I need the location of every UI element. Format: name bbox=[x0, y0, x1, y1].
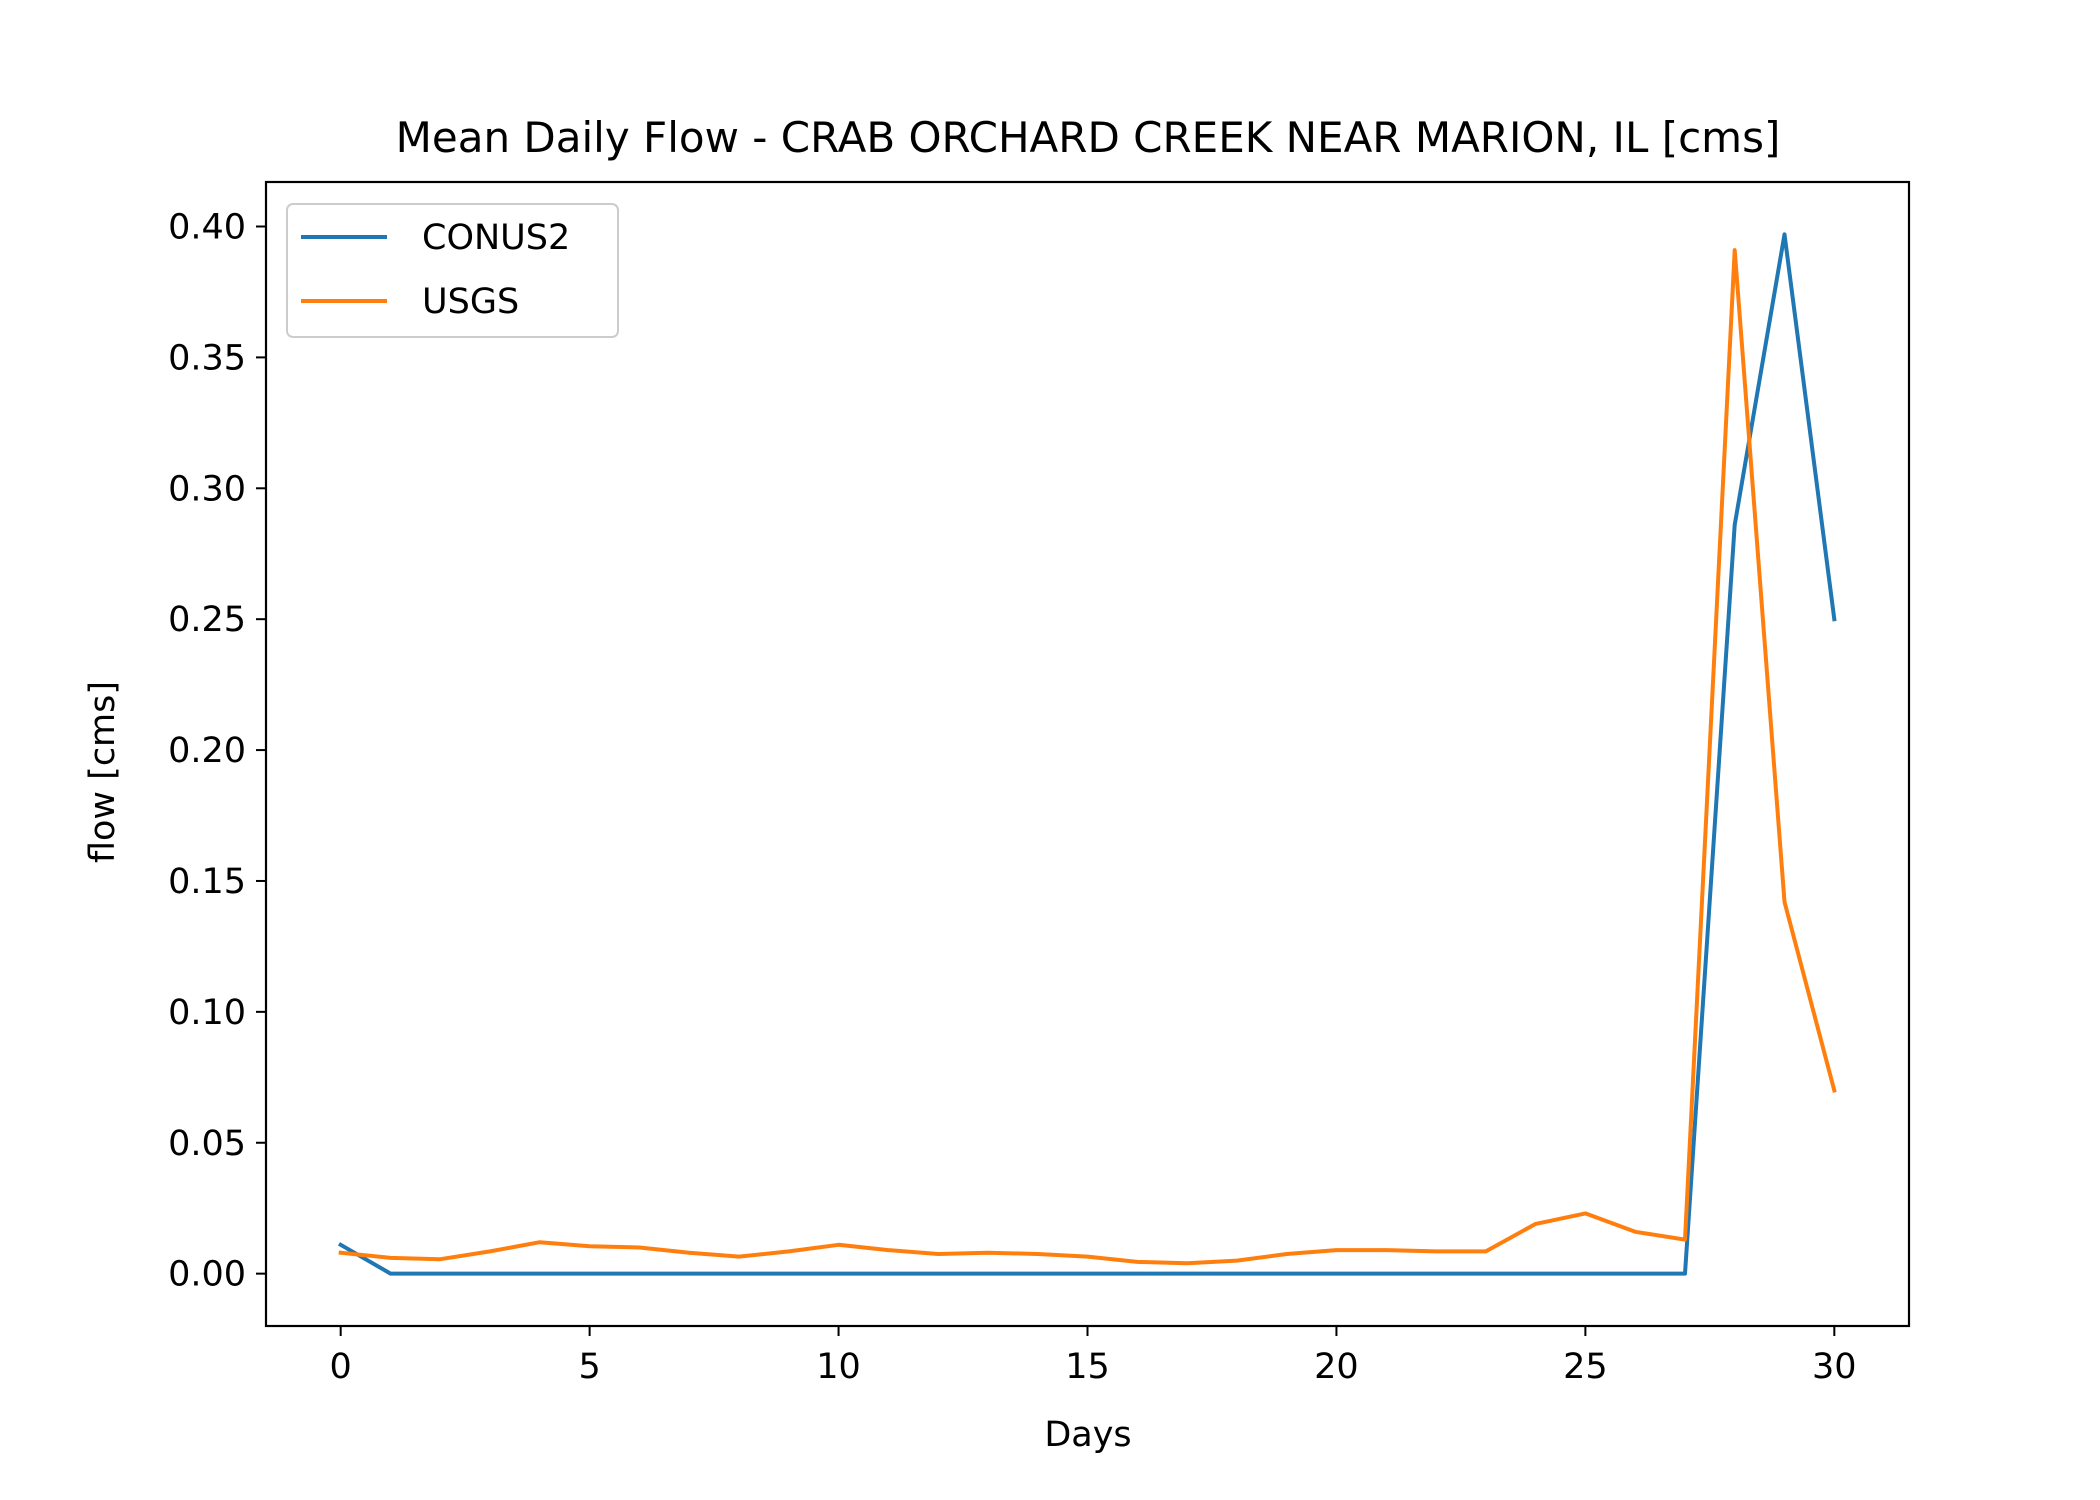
y-tick-label: 0.05 bbox=[168, 1124, 246, 1164]
x-tick-label: 30 bbox=[1812, 1347, 1857, 1387]
y-tick-label: 0.30 bbox=[168, 469, 246, 509]
legend-label: CONUS2 bbox=[422, 218, 570, 258]
y-tick-label: 0.40 bbox=[168, 208, 246, 248]
x-axis-label: Days bbox=[1044, 1415, 1131, 1455]
x-tick-label: 0 bbox=[330, 1347, 352, 1387]
x-tick-label: 10 bbox=[816, 1347, 861, 1387]
series-line-conus2 bbox=[337, 232, 1837, 1276]
y-tick-label: 0.10 bbox=[168, 993, 246, 1033]
y-tick-label: 0.20 bbox=[168, 731, 246, 771]
y-tick-label: 0.35 bbox=[168, 338, 246, 378]
plot-area: 0 5 10 15 20 25 30 0.00 0.05 0.10 0.15 0.20 0.25 0.30… bbox=[168, 180, 1911, 1387]
series-line-usgs bbox=[338, 248, 1837, 1266]
x-tick-label: 5 bbox=[578, 1347, 600, 1387]
x-tick-label: 20 bbox=[1314, 1347, 1359, 1387]
chart-title: Mean Daily Flow - CRAB ORCHARD CREEK NEA… bbox=[396, 113, 1781, 162]
x-tick-label: 25 bbox=[1563, 1347, 1608, 1387]
legend-label: USGS bbox=[422, 282, 519, 322]
y-tick-label: 0.15 bbox=[168, 862, 246, 902]
y-axis-label: flow [cms] bbox=[83, 681, 123, 863]
y-tick-label: 0.00 bbox=[168, 1255, 246, 1295]
x-tick-label: 15 bbox=[1065, 1347, 1110, 1387]
y-tick-label: 0.25 bbox=[168, 600, 246, 640]
